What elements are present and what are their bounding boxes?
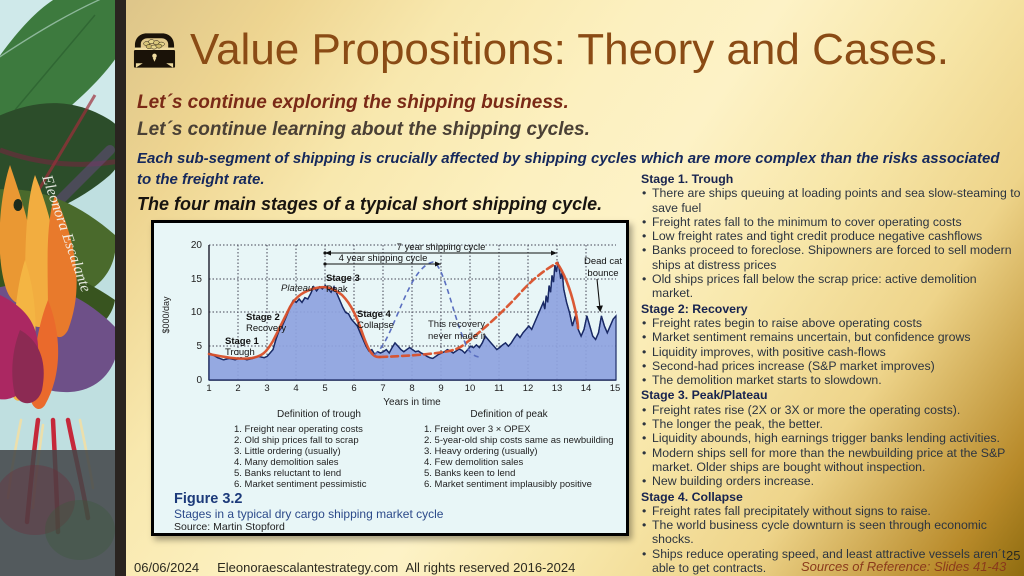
svg-text:Collapse: Collapse: [357, 320, 394, 331]
svg-text:7 year shipping cycle: 7 year shipping cycle: [397, 242, 486, 253]
svg-text:This recovery: This recovery: [428, 319, 485, 330]
svg-text:5: 5: [322, 383, 327, 394]
svg-text:10: 10: [465, 383, 476, 394]
svg-text:15: 15: [191, 274, 203, 285]
svg-text:3. Heavy ordering (usually): 3. Heavy ordering (usually): [424, 446, 538, 457]
svg-text:Definition of peak: Definition of peak: [470, 409, 548, 420]
svg-text:2: 2: [235, 383, 240, 394]
svg-text:20: 20: [191, 240, 203, 251]
svg-text:Definition of trough: Definition of trough: [277, 409, 361, 420]
svg-text:6: 6: [351, 383, 356, 394]
svg-text:0: 0: [196, 375, 202, 386]
svg-text:2. Old ship prices fall to scr: 2. Old ship prices fall to scrap: [234, 435, 359, 446]
svg-text:Trough: Trough: [225, 347, 255, 358]
svg-text:9: 9: [438, 383, 443, 394]
svg-text:7: 7: [380, 383, 385, 394]
svg-text:Stage 1: Stage 1: [225, 336, 260, 347]
svg-text:Peak: Peak: [326, 284, 348, 295]
svg-text:Plateau: Plateau: [281, 283, 314, 294]
svg-text:14: 14: [581, 383, 592, 394]
svg-text:1. Freight near operating cost: 1. Freight near operating costs: [234, 424, 363, 435]
svg-text:Figure 3.2: Figure 3.2: [174, 491, 243, 507]
svg-text:4. Few demolition sales: 4. Few demolition sales: [424, 457, 524, 468]
svg-text:13: 13: [552, 383, 563, 394]
svg-text:Stage 2: Stage 2: [246, 312, 280, 323]
svg-text:3. Little ordering (usually): 3. Little ordering (usually): [234, 446, 341, 457]
svg-text:10: 10: [191, 307, 203, 318]
svg-text:1: 1: [206, 383, 211, 394]
svg-text:5. Banks keen to lend: 5. Banks keen to lend: [424, 468, 515, 479]
svg-text:11: 11: [494, 383, 504, 394]
svg-text:bounce: bounce: [587, 268, 618, 279]
svg-text:Stage 4: Stage 4: [357, 309, 392, 320]
svg-text:12: 12: [523, 383, 534, 394]
svg-text:4 year shipping cycle: 4 year shipping cycle: [339, 253, 428, 264]
svg-text:Years in time: Years in time: [383, 397, 441, 408]
svg-text:5. Banks reluctant to lend: 5. Banks reluctant to lend: [234, 468, 341, 479]
svg-text:1. Freight over 3 × OPEX: 1. Freight over 3 × OPEX: [424, 424, 531, 435]
svg-text:2. 5-year-old ship costs same: 2. 5-year-old ship costs same as newbuil…: [424, 435, 614, 446]
svg-text:Source: Martin Stopford: Source: Martin Stopford: [174, 521, 285, 533]
svg-text:8: 8: [409, 383, 414, 394]
svg-text:Recovery: Recovery: [246, 323, 286, 334]
svg-text:Stages in a typical dry cargo: Stages in a typical dry cargo shipping m…: [174, 507, 444, 521]
svg-text:6. Market sentiment implausibl: 6. Market sentiment implausibly positive: [424, 479, 592, 490]
svg-text:4. Many demolition sales: 4. Many demolition sales: [234, 457, 339, 468]
svg-text:Dead cat: Dead cat: [584, 256, 622, 267]
svg-text:6. Market sentiment pessimisti: 6. Market sentiment pessimistic: [234, 479, 367, 490]
svg-text:Stage 3: Stage 3: [326, 273, 360, 284]
svg-text:never made it: never made it: [428, 331, 486, 342]
svg-text:15: 15: [610, 383, 621, 394]
svg-text:5: 5: [196, 341, 202, 352]
svg-text:3: 3: [264, 383, 269, 394]
svg-text:4: 4: [293, 383, 298, 394]
svg-text:$000/day: $000/day: [161, 296, 171, 334]
